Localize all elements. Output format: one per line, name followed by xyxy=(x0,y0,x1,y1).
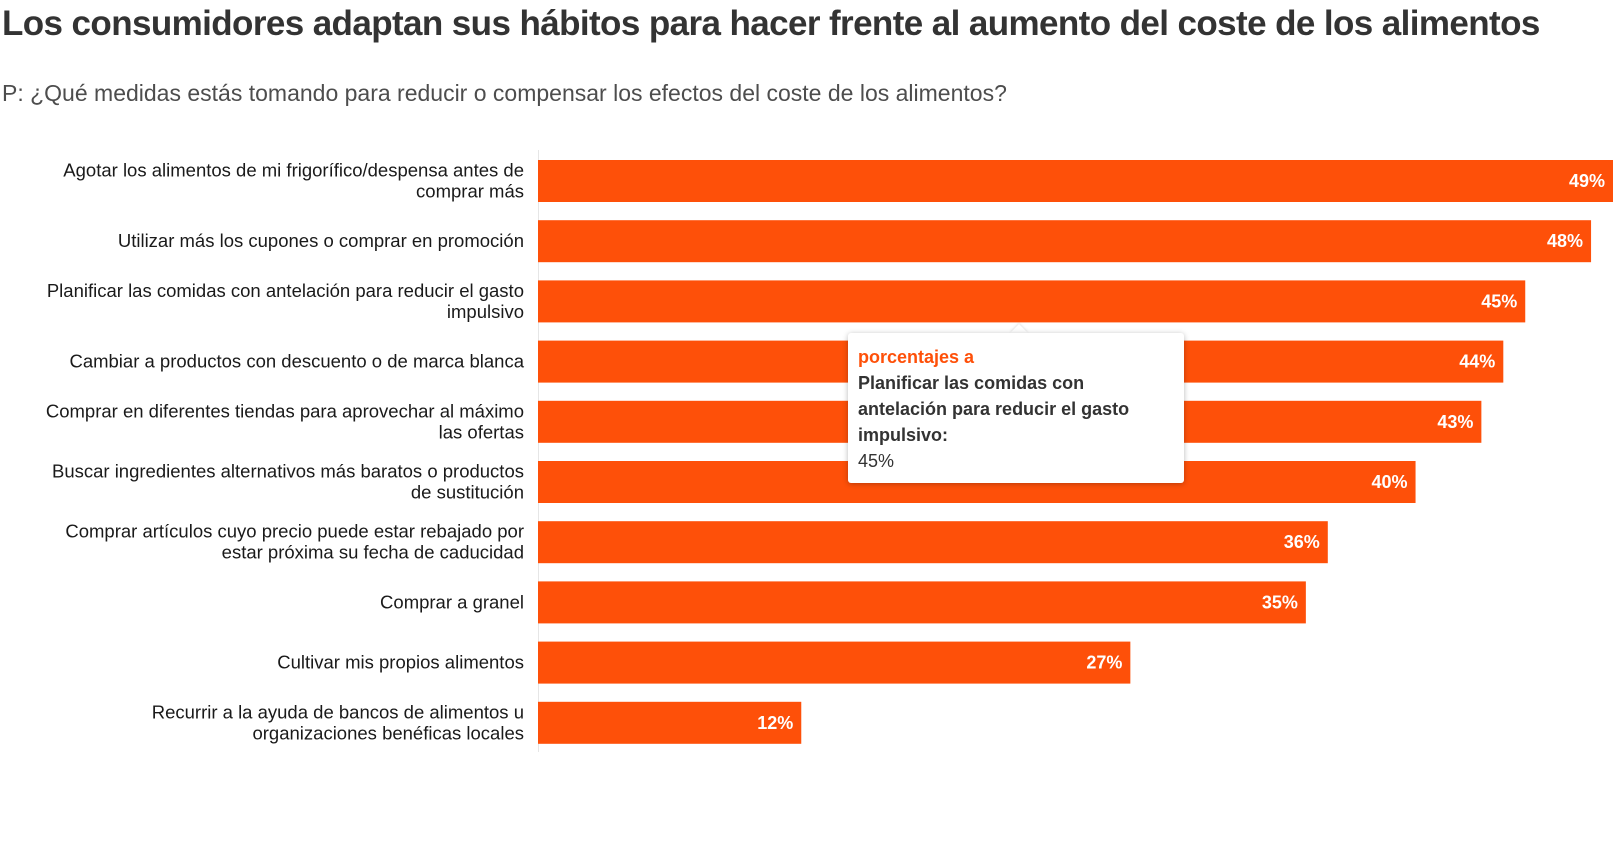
category-label-3: Cambiar a productos con descuento o de m… xyxy=(69,351,524,372)
category-label-line: Utilizar más los cupones o comprar en pr… xyxy=(118,230,524,251)
bar-value-label-6: 36% xyxy=(1284,532,1320,552)
bars-group: 49% Agotar los alimentos de mi frigorífic… xyxy=(46,160,1613,744)
category-label-6: Comprar artículos cuyo precio puede esta… xyxy=(65,521,524,563)
category-label-line: Buscar ingredientes alternativos más bar… xyxy=(52,461,524,482)
bar-value-label-2: 45% xyxy=(1481,291,1517,311)
bar-8[interactable] xyxy=(538,641,1131,684)
bar-2[interactable] xyxy=(538,280,1526,323)
category-label-line: Recurrir a la ayuda de bancos de aliment… xyxy=(152,701,524,722)
bar-1[interactable] xyxy=(538,220,1592,263)
bar-value-label-8: 27% xyxy=(1086,653,1122,673)
bar-7[interactable] xyxy=(538,581,1306,624)
category-label-line: comprar más xyxy=(416,181,524,202)
chart-title: Los consumidores adaptan sus hábitos par… xyxy=(2,4,1540,43)
category-label-line: de sustitución xyxy=(411,482,524,503)
category-label-0: Agotar los alimentos de mi frigorífico/d… xyxy=(63,160,524,202)
tooltip: porcentajes a Planificar las comidas con… xyxy=(848,333,1184,483)
category-label-line: Comprar a granel xyxy=(380,591,524,612)
category-label-line: estar próxima su fecha de caducidad xyxy=(222,542,524,563)
bar-9[interactable] xyxy=(538,701,802,744)
category-label-line: Cambiar a productos con descuento o de m… xyxy=(69,351,524,372)
tooltip-category: Planificar las comidas con antelación pa… xyxy=(858,373,1130,445)
tooltip-value: 45% xyxy=(858,451,895,471)
category-label-4: Comprar en diferentes tiendas para aprov… xyxy=(46,400,524,442)
category-label-7: Comprar a granel xyxy=(380,591,524,612)
bar-0[interactable] xyxy=(538,160,1613,202)
category-label-line: Cultivar mis propios alimentos xyxy=(277,652,524,673)
tooltip-arrow xyxy=(1010,324,1028,333)
category-label-line: Comprar artículos cuyo precio puede esta… xyxy=(65,521,524,542)
category-label-5: Buscar ingredientes alternativos más bar… xyxy=(52,461,524,503)
category-label-9: Recurrir a la ayuda de bancos de aliment… xyxy=(152,701,524,743)
tooltip-series: porcentajes a xyxy=(858,347,975,367)
category-label-line: Agotar los alimentos de mi frigorífico/d… xyxy=(63,160,524,181)
category-label-1: Utilizar más los cupones o comprar en pr… xyxy=(118,230,524,251)
bar-value-label-9: 12% xyxy=(757,713,793,733)
category-label-line: Comprar en diferentes tiendas para aprov… xyxy=(46,400,524,421)
bar-value-label-0: 49% xyxy=(1569,171,1605,191)
category-label-line: impulsivo xyxy=(447,301,524,322)
bar-value-label-5: 40% xyxy=(1372,472,1408,492)
bar-6[interactable] xyxy=(538,521,1328,564)
chart-subtitle: P: ¿Qué medidas estás tomando para reduc… xyxy=(2,80,1007,106)
bar-value-label-1: 48% xyxy=(1547,231,1583,251)
category-label-8: Cultivar mis propios alimentos xyxy=(277,652,524,673)
bar-value-label-4: 43% xyxy=(1437,412,1473,432)
category-label-line: las ofertas xyxy=(439,421,524,442)
category-label-line: organizaciones benéficas locales xyxy=(252,722,524,743)
category-label-2: Planificar las comidas con antelación pa… xyxy=(47,280,524,322)
category-label-line: Planificar las comidas con antelación pa… xyxy=(47,280,524,301)
bar-value-label-7: 35% xyxy=(1262,592,1298,612)
bar-value-label-3: 44% xyxy=(1459,352,1495,372)
